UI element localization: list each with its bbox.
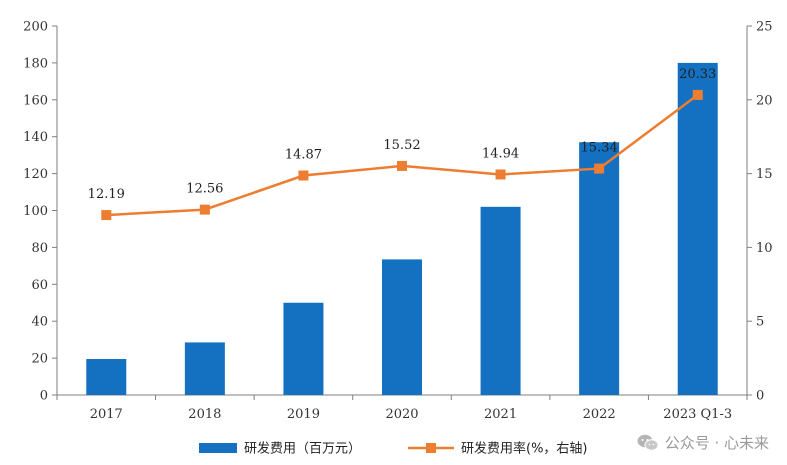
rate-marker (101, 210, 112, 221)
legend-swatch-bar (199, 443, 237, 453)
rate-marker (397, 160, 407, 171)
y-left-tick-label: 20 (31, 352, 48, 367)
x-tick-label: 2021 (484, 407, 517, 422)
x-tick-label: 2018 (188, 407, 221, 422)
y-left-tick-label: 200 (23, 20, 48, 35)
bar (184, 342, 225, 395)
watermark-text: 公众号 · 心未来 (664, 434, 769, 452)
legend-label-line: 研发费用率(%，右轴) (461, 441, 588, 457)
y-left-tick-label: 60 (31, 278, 48, 293)
y-right-tick-label: 20 (756, 93, 773, 108)
rate-data-label: 12.19 (88, 187, 125, 202)
y-left-tick-label: 0 (40, 389, 48, 404)
y-left-tick-label: 40 (31, 315, 48, 330)
line-series: 12.19 12.56 14.87 15.52 14.94 15.34 20.33 (88, 67, 716, 221)
rate-data-label: 15.52 (383, 138, 420, 153)
x-tick-label: 2017 (90, 407, 123, 422)
rate-marker (692, 89, 703, 100)
rate-data-label: 12.56 (186, 182, 223, 197)
legend-label-bar: 研发费用（百万元） (244, 441, 361, 457)
y-right-tick-label: 25 (756, 20, 773, 35)
y-right-tick-label: 15 (756, 167, 773, 182)
rate-data-label: 15.34 (581, 141, 618, 156)
y-left-tick-label: 120 (23, 167, 48, 182)
bar (480, 206, 521, 395)
rate-marker (298, 170, 309, 181)
bar-series (86, 62, 718, 396)
legend-swatch-marker (426, 443, 436, 453)
x-tick-label: 2020 (385, 407, 418, 422)
bar (382, 259, 422, 395)
x-tick-label: 2019 (287, 407, 320, 422)
legend: 研发费用（百万元） 研发费用率(%，右轴) (199, 441, 588, 457)
y-left-tick-label: 180 (23, 56, 48, 71)
y-right-tick-label: 0 (756, 389, 764, 404)
axes: 0 20 40 60 80 100 120 140 160 180 200 0 5 10 15 20 25 201… (23, 20, 772, 423)
y-left-tick-label: 80 (31, 241, 48, 256)
wechat-icon (637, 434, 659, 451)
rate-data-label: 14.94 (482, 146, 519, 161)
rate-data-label: 20.33 (679, 67, 716, 82)
bar (283, 302, 324, 395)
rate-data-label: 14.87 (285, 148, 322, 163)
y-right-tick-label: 10 (756, 241, 773, 256)
rate-marker (199, 204, 210, 215)
y-left-tick-label: 100 (23, 204, 48, 219)
bar (86, 359, 127, 395)
rate-marker (495, 169, 506, 180)
x-tick-label: 2023 Q1-3 (663, 407, 732, 422)
x-tick-label: 2022 (583, 407, 616, 422)
y-left-tick-label: 140 (23, 130, 48, 145)
bar (677, 62, 718, 396)
rate-marker (594, 163, 605, 174)
watermark: 公众号 · 心未来 (637, 432, 769, 453)
y-left-tick-label: 160 (23, 93, 48, 108)
bar (579, 142, 620, 395)
y-right-tick-label: 5 (756, 315, 764, 330)
